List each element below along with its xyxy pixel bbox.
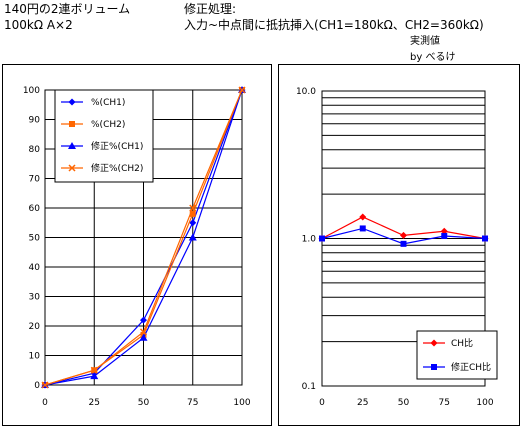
y-tick-label: 60 bbox=[29, 204, 41, 214]
data-point bbox=[139, 328, 148, 336]
x-tick-label: 50 bbox=[138, 398, 150, 408]
legend-marker bbox=[430, 339, 438, 347]
note-line-4: by べるけ bbox=[410, 52, 456, 63]
y-tick-label: 0 bbox=[34, 381, 40, 391]
data-point bbox=[319, 235, 325, 242]
y-tick-label: 100 bbox=[23, 86, 40, 96]
legend-label: 修正%(CH1) bbox=[91, 140, 143, 152]
y-tick-label: 30 bbox=[29, 293, 41, 303]
data-point bbox=[139, 333, 148, 341]
x-tick-label: 100 bbox=[233, 398, 250, 408]
y-tick-label: 70 bbox=[29, 175, 41, 185]
data-point bbox=[189, 219, 197, 227]
x-tick-label: 100 bbox=[476, 398, 493, 408]
x-tick-label: 0 bbox=[319, 398, 325, 408]
legend-label: %(CH2) bbox=[91, 120, 125, 130]
data-point bbox=[482, 235, 488, 242]
title-line-2: 100kΩ A×2 bbox=[4, 18, 73, 32]
data-point bbox=[188, 233, 197, 241]
legend-label: %(CH1) bbox=[91, 98, 125, 108]
y-tick-label: 10 bbox=[29, 352, 41, 362]
y-tick-label: 10.0 bbox=[296, 87, 316, 97]
x-tick-label: 75 bbox=[187, 398, 198, 408]
x-tick-label: 50 bbox=[398, 398, 410, 408]
y-tick-label: 20 bbox=[29, 322, 41, 332]
x-tick-label: 0 bbox=[42, 398, 48, 408]
legend-label: 修正CH比 bbox=[451, 361, 491, 373]
data-point bbox=[441, 232, 448, 239]
data-point bbox=[140, 316, 147, 324]
y-tick-label: 40 bbox=[29, 263, 41, 273]
note-line-2: 入力~中点間に抵抗挿入(CH1=180kΩ、CH2=360kΩ) bbox=[184, 18, 484, 32]
data-point bbox=[189, 204, 197, 212]
data-point bbox=[189, 210, 196, 217]
y-tick-label: 0.1 bbox=[302, 382, 316, 392]
data-point bbox=[238, 86, 246, 94]
x-tick-label: 25 bbox=[357, 398, 368, 408]
x-tick-label: 75 bbox=[439, 398, 450, 408]
data-point bbox=[90, 372, 99, 380]
y-tick-label: 90 bbox=[29, 116, 41, 126]
y-tick-label: 1.0 bbox=[302, 235, 317, 245]
legend-marker bbox=[68, 164, 76, 172]
y-tick-label: 50 bbox=[29, 234, 41, 244]
data-point bbox=[400, 240, 407, 247]
legend-marker bbox=[68, 142, 76, 149]
y-tick-label: 80 bbox=[29, 145, 41, 155]
note-line-3: 実測値 bbox=[410, 36, 440, 47]
note-line-1: 修正処理: bbox=[184, 2, 237, 16]
legend-marker bbox=[69, 121, 75, 127]
legend-marker bbox=[68, 98, 76, 106]
legend-marker bbox=[431, 364, 437, 370]
data-point bbox=[41, 381, 49, 389]
x-tick-label: 25 bbox=[89, 398, 100, 408]
legend-label: CH比 bbox=[451, 337, 473, 349]
legend-label: 修正%(CH2) bbox=[91, 162, 143, 174]
data-point bbox=[400, 231, 407, 239]
legend-box bbox=[416, 330, 498, 380]
data-point bbox=[359, 225, 366, 232]
data-point bbox=[90, 366, 98, 374]
data-point bbox=[359, 213, 367, 221]
title-line-1: 140円の2連ボリューム bbox=[4, 2, 131, 16]
